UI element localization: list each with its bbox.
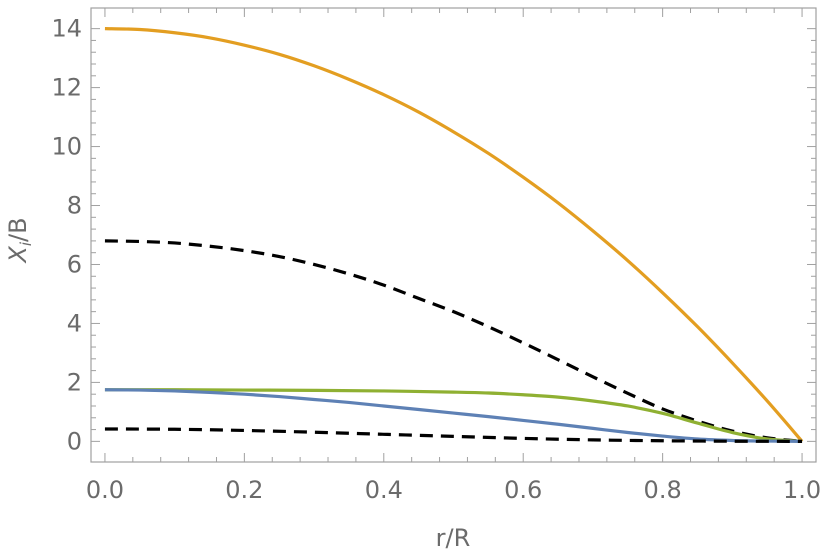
- series-line-2: [104, 239, 803, 443]
- y-axis-label-sub: i: [17, 241, 35, 246]
- tick-marks: [91, 8, 816, 462]
- series-line-5: [104, 427, 803, 443]
- y-axis-label-tail: /B: [4, 217, 32, 242]
- y-tick-label: 0: [67, 427, 82, 455]
- series-line-4: [104, 388, 803, 443]
- x-tick-label: 0.6: [504, 476, 542, 504]
- y-tick-label: 14: [51, 15, 82, 43]
- y-tick-label: 10: [51, 133, 82, 161]
- x-tick-label: 1.0: [783, 476, 821, 504]
- y-tick-label: 6: [67, 250, 82, 278]
- y-tick-label: 8: [67, 192, 82, 220]
- series-line-1: [104, 27, 804, 443]
- y-axis-label: Xi/B: [4, 217, 35, 264]
- x-tick-label: 0.8: [644, 476, 682, 504]
- x-tick-label: 0.0: [86, 476, 124, 504]
- y-tick-label: 2: [67, 368, 82, 396]
- series-group: [104, 27, 804, 443]
- plot-frame: [90, 7, 817, 463]
- x-tick-label: 0.4: [365, 476, 403, 504]
- x-axis-label: r/R: [436, 524, 471, 552]
- y-axis-label-main: X: [4, 246, 32, 265]
- series-line-3: [104, 388, 803, 443]
- y-tick-labels: 0 2 4 6 8 10 12 14: [51, 15, 82, 456]
- x-tick-label: 0.2: [225, 476, 263, 504]
- y-tick-label: 12: [51, 74, 82, 102]
- y-tick-label: 4: [67, 309, 82, 337]
- x-tick-labels: 0.0 0.2 0.4 0.6 0.8 1.0: [86, 476, 821, 504]
